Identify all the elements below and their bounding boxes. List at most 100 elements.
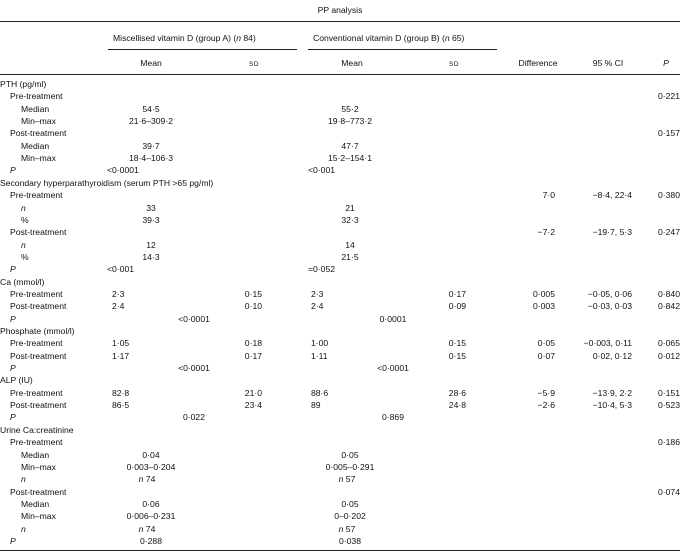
- cell-ci: 0·02, 0·12: [592, 350, 632, 361]
- cell-a-center: 0·006–0·231: [126, 511, 176, 522]
- cell-p: 0·157: [658, 128, 680, 139]
- cell-diff: 0·07: [537, 350, 555, 361]
- cell-p: 0·523: [658, 400, 680, 411]
- row-label: Median: [21, 103, 50, 114]
- cell-a-mean: 2·3: [112, 288, 125, 299]
- row-label: P: [10, 313, 16, 324]
- row-label: P: [10, 535, 16, 546]
- table-title: PP analysis: [317, 5, 363, 15]
- cell-b-center: 47·7: [341, 140, 359, 151]
- cell-a-center: 12: [146, 239, 156, 250]
- cell-a-mid: 0·022: [183, 412, 205, 423]
- cell-a-center: 54·5: [142, 103, 160, 114]
- group-a-rule: [108, 49, 297, 50]
- col-sd-a: SD: [249, 61, 259, 68]
- cell-a-sd: 23·4: [244, 400, 262, 411]
- cell-b-sd: 0·09: [448, 301, 466, 312]
- cell-p: 0·840: [658, 288, 680, 299]
- row-label: P: [10, 264, 16, 275]
- cell-b-mean: 2·3: [311, 288, 324, 299]
- cell-a-mid: <0·0001: [178, 313, 210, 324]
- group-b-header: Conventional vitamin D (group B) (n 65): [313, 33, 465, 43]
- row-label: Post-treatment: [10, 400, 67, 411]
- cell-a-center: 39·7: [142, 140, 160, 151]
- cell-ci: −19·7, 5·3: [592, 227, 632, 238]
- row-label: P: [10, 363, 16, 374]
- cell-b-mid: <0·0001: [377, 363, 409, 374]
- row-label: Median: [21, 140, 50, 151]
- cell-value: 57: [345, 523, 356, 534]
- cell-a-center: 18·4–106·3: [129, 153, 173, 164]
- cell-a-center: 14·3: [142, 251, 160, 262]
- cell-a-center: 21·6–309·2: [129, 116, 173, 127]
- cell-a-mid: <0·0001: [178, 363, 210, 374]
- cell-a-center: 39·3: [142, 214, 160, 225]
- cell-a-sd: 0·15: [244, 288, 262, 299]
- cell-ci: −0·05, 0·06: [587, 288, 632, 299]
- group-a-header: Miscellised vitamin D (group A) (n 84): [113, 33, 256, 43]
- cell-ci: −10·4, 5·3: [592, 400, 632, 411]
- cell-a-sd: 0·10: [244, 301, 262, 312]
- cell-b-center: 0·005–0·291: [325, 461, 375, 472]
- cell-b-sd: 0·15: [448, 350, 466, 361]
- cell-a-center: 33: [146, 202, 156, 213]
- cell-b-center: 19·8–773·2: [328, 116, 372, 127]
- cell-b-center: 32·3: [341, 214, 359, 225]
- cell-ci: −8·4, 22·4: [592, 190, 632, 201]
- col-sd-b: SD: [449, 61, 459, 68]
- cell-b-center: 0·05: [341, 498, 359, 509]
- row-label: Median: [21, 449, 50, 460]
- row-label: Pre-treatment: [10, 190, 63, 201]
- cell-b-mean: 2·4: [311, 301, 324, 312]
- row-label: Pre-treatment: [10, 387, 63, 398]
- cell-value: 74: [145, 523, 156, 534]
- row-label: Min–max: [21, 116, 56, 127]
- row-label: Min–max: [21, 511, 56, 522]
- col-p: P: [663, 58, 669, 68]
- cell-b-sd: 28·6: [448, 387, 466, 398]
- cell-b-center: 21·5: [341, 251, 359, 262]
- cell-diff: −2·6: [537, 400, 555, 411]
- cell-a-center-n: n 74: [138, 523, 156, 534]
- cell-a-sd: 0·18: [244, 338, 262, 349]
- cell-ci: −0·03, 0·03: [587, 301, 632, 312]
- cell-a-center: 0·04: [142, 449, 160, 460]
- row-label: Post-treatment: [10, 227, 67, 238]
- row-label: P: [10, 412, 16, 423]
- row-label: Ca (mmol/l): [0, 276, 45, 287]
- group-b-rule: [308, 49, 497, 50]
- col-ci: 95 % CI: [592, 58, 624, 68]
- cell-ci: −13·9, 2·2: [592, 387, 632, 398]
- cell-p: 0·842: [658, 301, 680, 312]
- header-rule: [0, 74, 680, 75]
- cell-p: 0·247: [658, 227, 680, 238]
- row-label: Post-treatment: [10, 486, 67, 497]
- cell-diff: 7·0: [542, 190, 555, 201]
- row-label: Min–max: [21, 461, 56, 472]
- row-label: Pre-treatment: [10, 437, 63, 448]
- cell-b-center: 0–0·202: [334, 511, 366, 522]
- cell-b-center: 14: [345, 239, 355, 250]
- row-label: %: [21, 214, 29, 225]
- cell-b-center-n: n 57: [338, 523, 356, 534]
- cell-p: 0·012: [658, 350, 680, 361]
- cell-a-sd: 0·17: [244, 350, 262, 361]
- cell-b-left: =0·052: [308, 264, 335, 275]
- cell-a-mean: 2·4: [112, 301, 125, 312]
- row-label: n: [21, 474, 26, 485]
- row-label: P: [10, 165, 16, 176]
- row-label: Urine Ca:creatinine: [0, 424, 74, 435]
- col-difference: Difference: [518, 58, 558, 68]
- row-label: n: [21, 239, 26, 250]
- cell-b-center: 0·05: [341, 449, 359, 460]
- col-mean-a: Mean: [140, 58, 162, 68]
- cell-b-center: 15·2–154·1: [328, 153, 372, 164]
- cell-b-center: 21: [345, 202, 355, 213]
- top-rule: [0, 21, 680, 22]
- cell-b-sd: 24·8: [448, 400, 466, 411]
- cell-b-mean: 88·6: [311, 387, 329, 398]
- row-label: PTH (pg/ml): [0, 79, 47, 89]
- cell-p: 0·074: [658, 486, 680, 497]
- cell-b-center: 0·038: [339, 535, 361, 546]
